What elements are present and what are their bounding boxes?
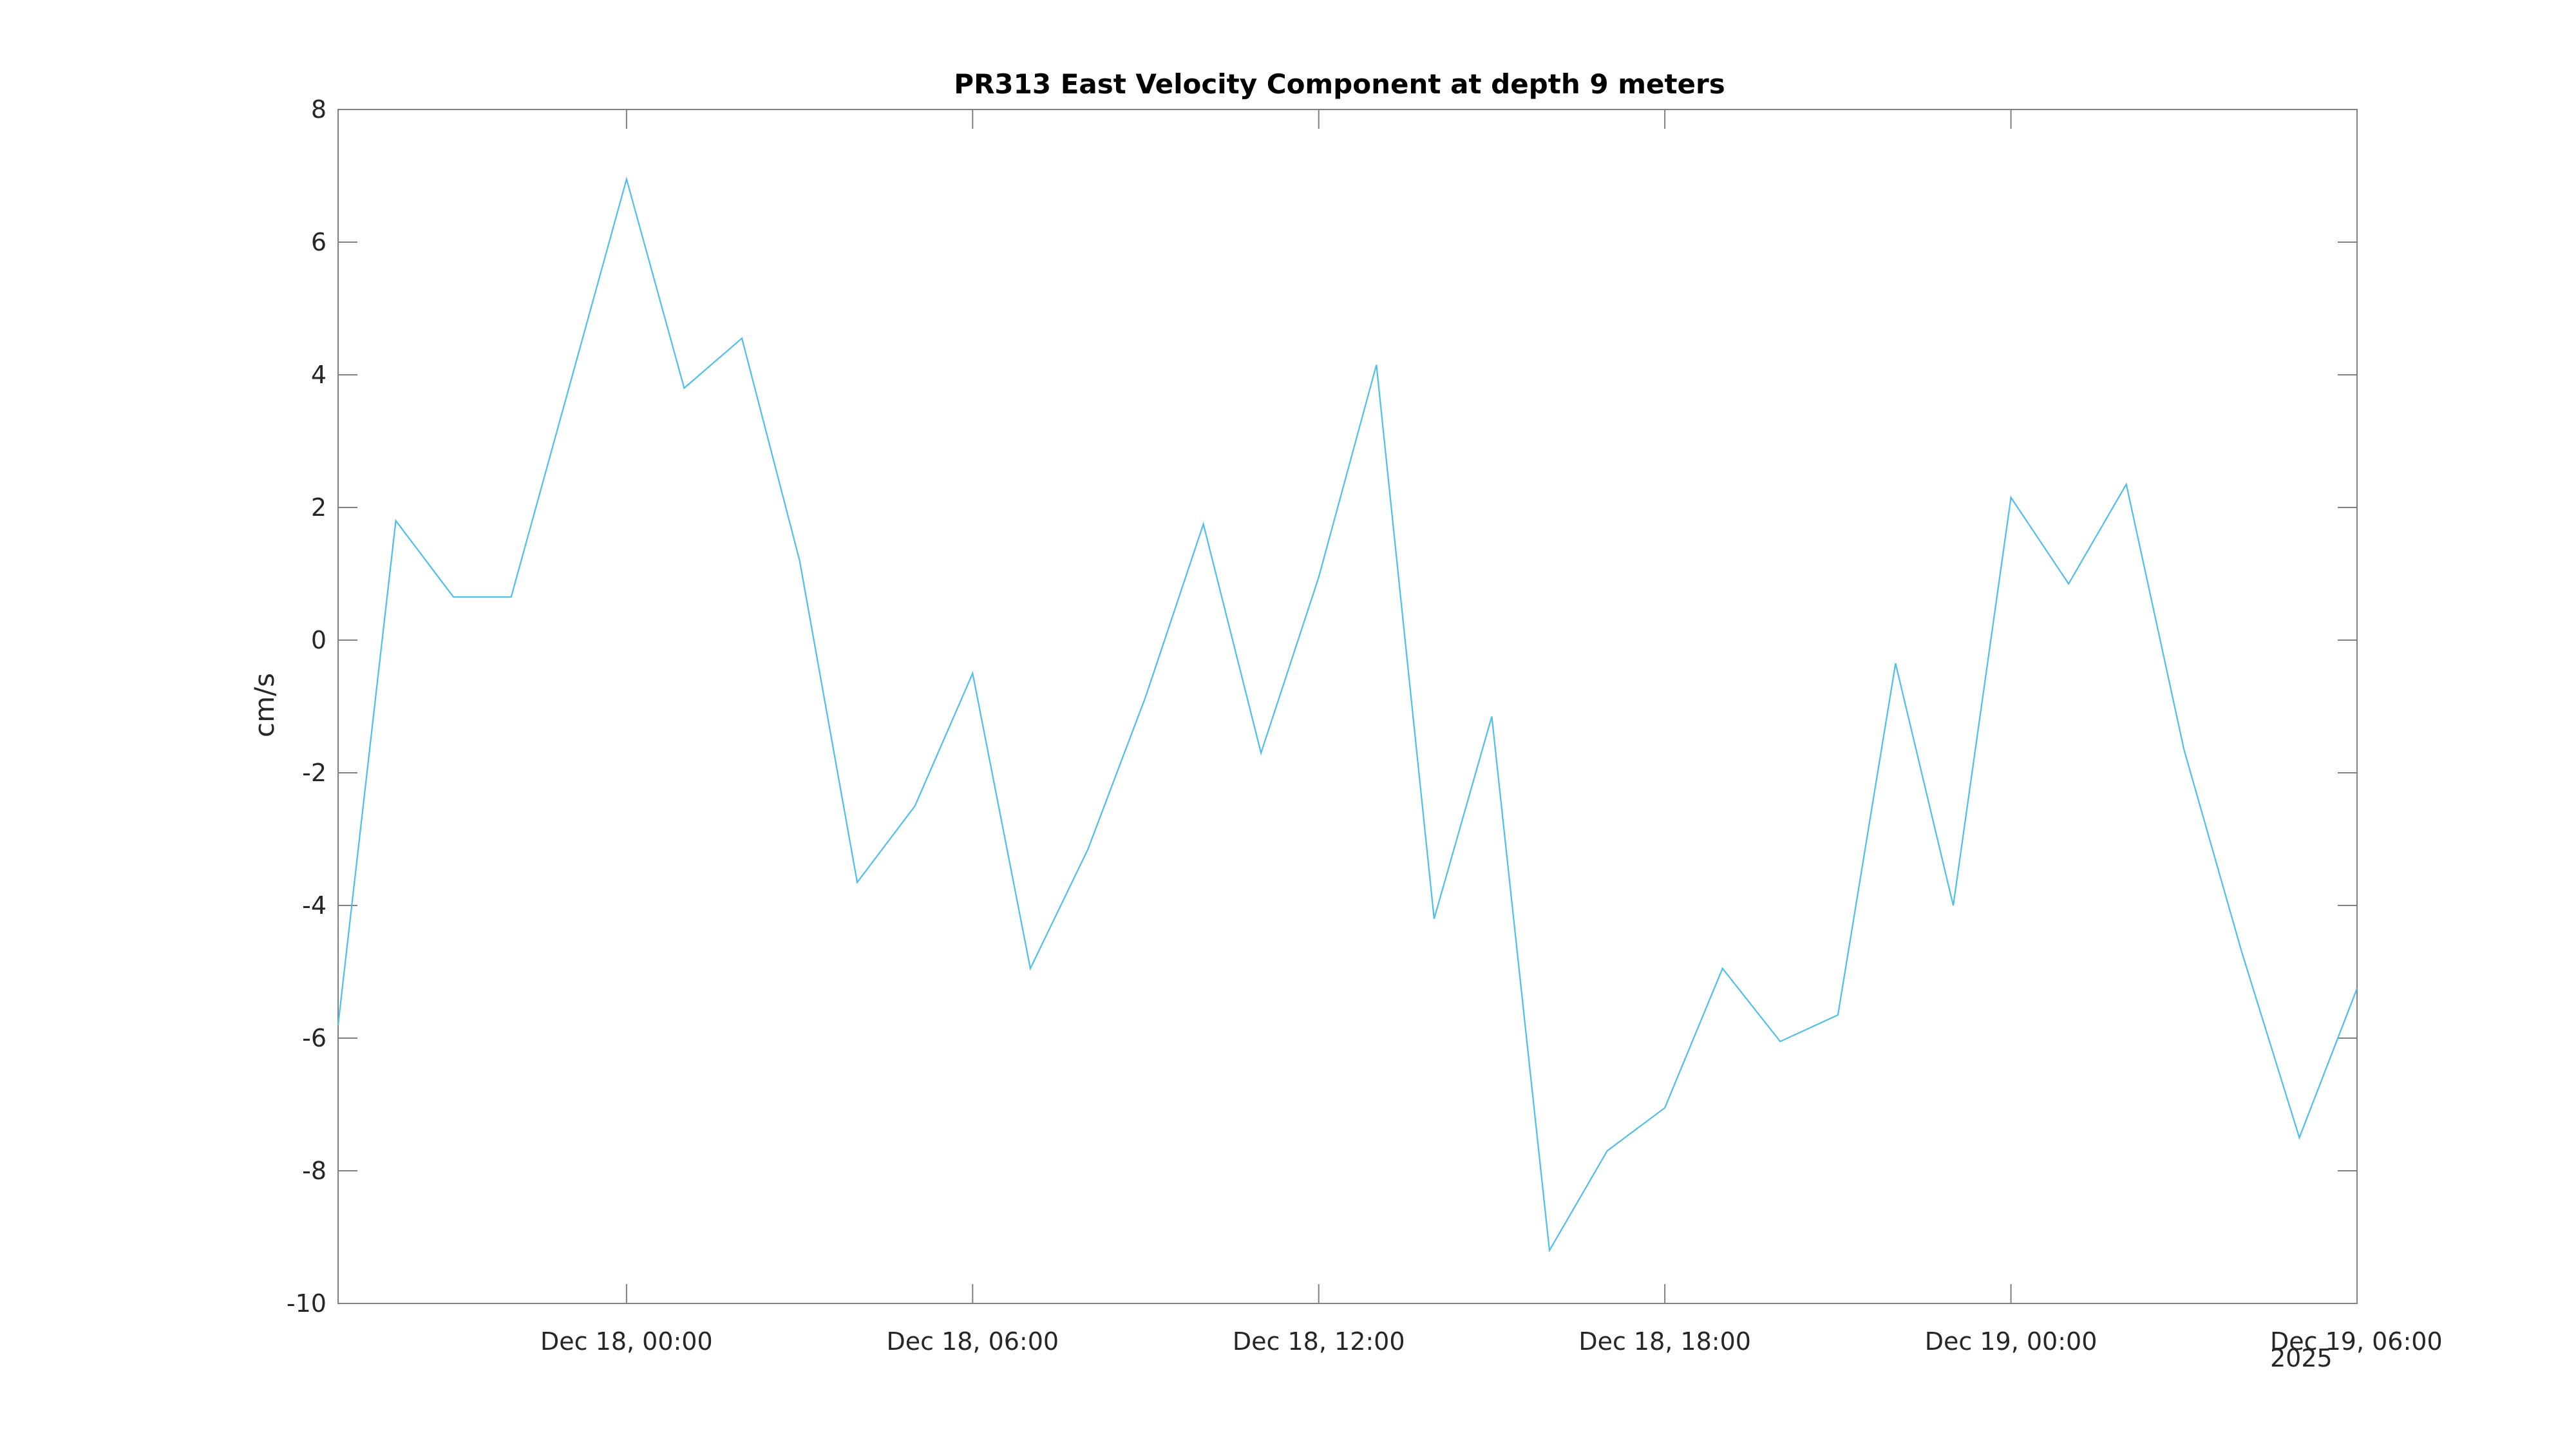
x-tick-label: Dec 18, 12:00: [1233, 1327, 1405, 1356]
tick-labels: -10 -8 -6 -4 -2 0 2 4 6 8 Dec 18, 00:00 Dec 18, 06:…: [287, 95, 2443, 1356]
tick-marks: [338, 109, 2358, 1304]
axes: [337, 109, 2358, 1304]
x-tick-label: Dec 19, 06:00: [2270, 1327, 2443, 1356]
y-tick-label: 6: [311, 228, 327, 256]
y-tick-label: 2: [311, 493, 327, 522]
x-tick-label: Dec 18, 00:00: [540, 1327, 713, 1356]
y-tick-label: -10: [287, 1289, 327, 1318]
y-axis-label: cm/s: [249, 673, 280, 737]
x-axis-year-label: 2025: [2270, 1344, 2333, 1372]
plot-area-frame: [337, 109, 2358, 1304]
y-tick-label: 0: [311, 626, 327, 654]
x-tick-label: Dec 18, 18:00: [1578, 1327, 1751, 1356]
x-tick-label: Dec 18, 06:00: [886, 1327, 1059, 1356]
y-tick-label: 8: [311, 95, 327, 124]
y-tick-label: 4: [311, 361, 327, 389]
y-tick-label: -4: [302, 891, 327, 920]
x-tick-label: Dec 19, 00:00: [1925, 1327, 2098, 1356]
series-line: [337, 176, 2358, 1253]
series-layer: [337, 176, 2358, 1253]
y-tick-label: -8: [302, 1157, 327, 1185]
y-tick-label: -2: [302, 759, 327, 787]
y-tick-label: -6: [302, 1024, 327, 1052]
chart-title: PR313 East Velocity Component at depth 9…: [954, 68, 1725, 100]
